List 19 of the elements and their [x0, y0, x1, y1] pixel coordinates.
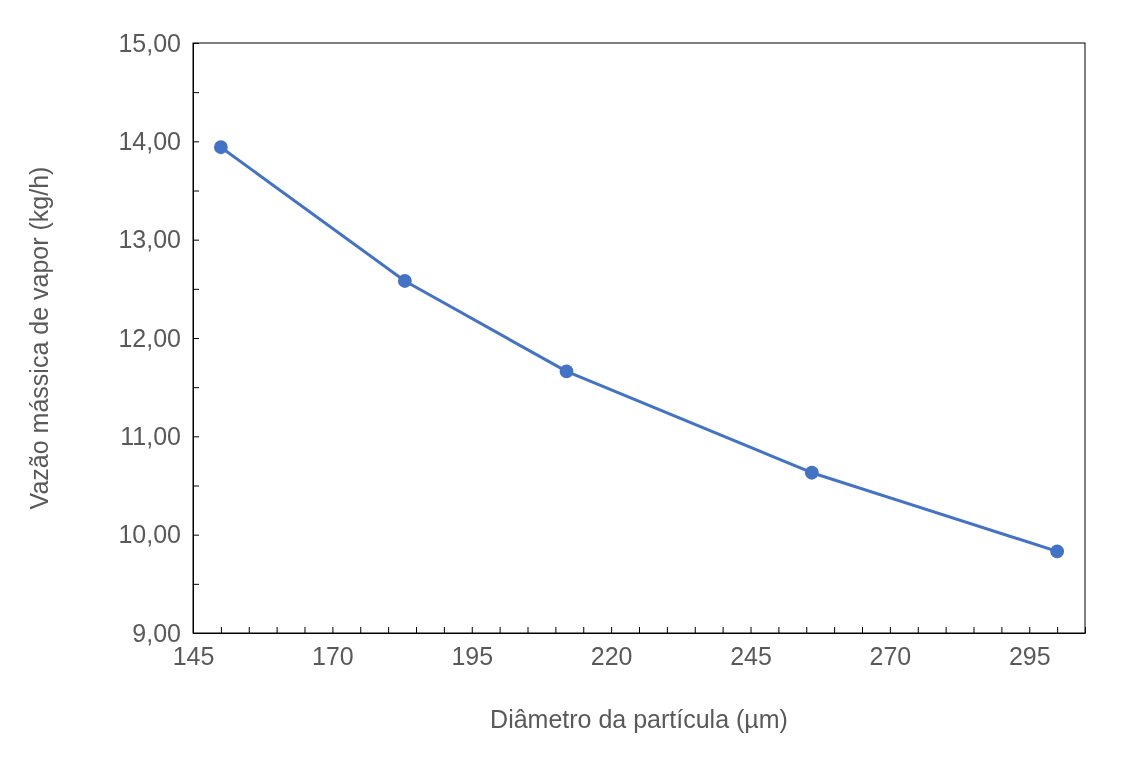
x-tick-label: 195: [451, 641, 494, 670]
point: [397, 274, 412, 288]
x-tick-label: 270: [869, 641, 912, 670]
x-tick-label: 220: [590, 641, 633, 670]
point: [1050, 544, 1065, 559]
y-axis-title: Vazão mássica de vapor (kg/h): [25, 166, 53, 510]
y-tick-label: 12,00: [118, 323, 181, 352]
y-tick-label: 14,00: [118, 126, 181, 155]
y-tick-label: 15,00: [118, 28, 181, 57]
x-tick-label: 245: [730, 641, 772, 670]
y-tick-label: 13,00: [118, 225, 181, 254]
y-tick-label: 10,00: [118, 520, 181, 549]
point: [804, 465, 819, 480]
y-tick-label: 11,00: [120, 421, 181, 450]
x-tick-label: 170: [312, 641, 354, 670]
point: [213, 140, 228, 155]
point: [559, 364, 574, 379]
x-axis-title: Diâmetro da partícula (µm): [490, 705, 788, 733]
x-tick-label: 295: [1008, 641, 1051, 670]
